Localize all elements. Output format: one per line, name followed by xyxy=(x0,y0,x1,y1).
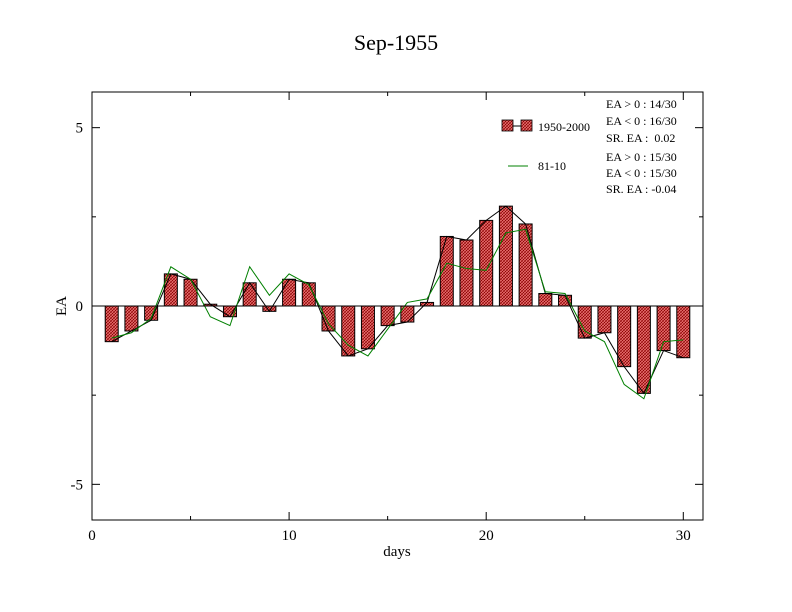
bar-day-13 xyxy=(341,305,356,357)
bar-day-30 xyxy=(676,305,691,359)
legend-stat-1-pos: EA > 0 : 14/30 xyxy=(606,97,677,111)
legend: 1950-2000 81-10 EA > 0 : 14/30 EA < 0 : … xyxy=(501,97,677,196)
bar-day-22 xyxy=(518,223,533,307)
y-tick-label--5: -5 xyxy=(71,477,84,493)
bar-day-28 xyxy=(636,305,651,394)
legend-stat-2-pos: EA > 0 : 15/30 xyxy=(606,150,677,164)
bar-day-23 xyxy=(538,293,553,307)
legend-stat-1-sr: SR. EA : 0.02 xyxy=(606,131,675,145)
bar-day-20 xyxy=(479,219,494,307)
bar-day-27 xyxy=(617,305,632,368)
y-axis-label: EA xyxy=(54,296,70,316)
bar-day-26 xyxy=(597,305,612,334)
legend-label-1950-2000: 1950-2000 xyxy=(538,120,590,134)
chart-title: Sep-1955 xyxy=(354,30,438,55)
bar-day-10 xyxy=(282,278,297,307)
bar-day-29 xyxy=(656,305,671,352)
legend-stat-2-neg: EA < 0 : 15/30 xyxy=(606,166,677,180)
bars-layer xyxy=(104,205,691,394)
x-tick-label-10: 10 xyxy=(282,528,297,544)
bar-day-21 xyxy=(498,205,513,307)
bar-day-8 xyxy=(242,282,257,307)
legend-label-81-10: 81-10 xyxy=(538,159,566,173)
legend-swatch-bar-left xyxy=(501,119,514,132)
y-tick-label-5: 5 xyxy=(76,121,84,137)
bar-day-5 xyxy=(183,278,198,307)
legend-stat-1-neg: EA < 0 : 16/30 xyxy=(606,114,677,128)
bar-day-12 xyxy=(321,305,336,332)
bar-day-2 xyxy=(124,305,139,332)
legend-swatch-bar-right xyxy=(520,119,533,132)
x-axis-label: days xyxy=(383,544,411,560)
x-tick-label-20: 20 xyxy=(479,528,494,544)
y-tick-label-0: 0 xyxy=(76,299,84,315)
series-1950-2000-line xyxy=(111,205,684,395)
bar-day-19 xyxy=(459,239,474,307)
bar-day-1 xyxy=(104,305,119,343)
x-tick-label-0: 0 xyxy=(88,528,96,544)
lines-layer xyxy=(111,205,684,400)
legend-stat-2-sr: SR. EA : -0.04 xyxy=(606,182,676,196)
bar-day-14 xyxy=(360,305,375,350)
series-81-10-line xyxy=(111,228,684,400)
x-tick-label-30: 30 xyxy=(676,528,691,544)
ticks-layer: 0 10 20 30 -5 0 5 xyxy=(71,92,703,544)
